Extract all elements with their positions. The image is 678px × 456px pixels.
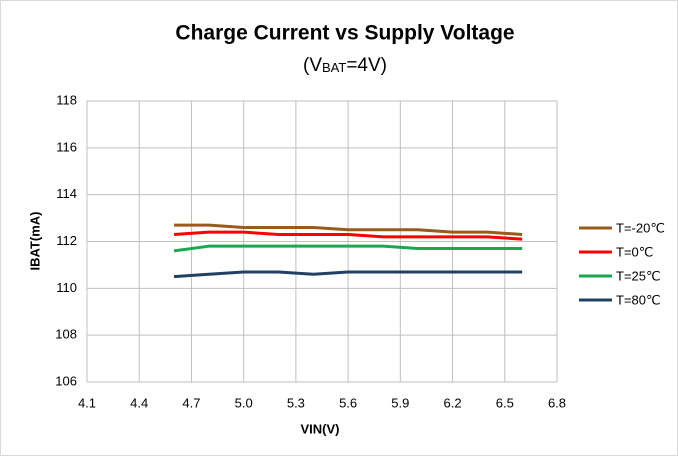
subtitle-part: (V bbox=[303, 55, 322, 76]
x-axis-label: VIN(V) bbox=[301, 421, 340, 436]
legend-label: T=25℃ bbox=[616, 268, 661, 283]
y-tick-label: 110 bbox=[56, 280, 77, 295]
series-line bbox=[173, 244, 523, 253]
x-tick-label: 5.9 bbox=[391, 395, 409, 410]
x-tick-label: 5.3 bbox=[287, 395, 305, 410]
subtitle-subscript: BAT bbox=[322, 60, 346, 75]
x-tick-label: 4.7 bbox=[182, 395, 200, 410]
y-tick-label: 114 bbox=[56, 186, 77, 201]
y-tick-label: 118 bbox=[56, 92, 77, 107]
y-tick-label: 108 bbox=[55, 327, 77, 342]
x-tick-label: 6.5 bbox=[496, 395, 514, 410]
y-tick-label: 106 bbox=[55, 373, 77, 388]
y-tick-label: 116 bbox=[56, 139, 77, 154]
x-tick-label: 5.0 bbox=[235, 395, 253, 410]
x-tick-label: 4.4 bbox=[130, 395, 148, 410]
series-line bbox=[173, 230, 523, 241]
x-tick-label: 4.1 bbox=[78, 395, 96, 410]
legend-label: T=0℃ bbox=[616, 244, 653, 259]
series-line bbox=[174, 223, 523, 236]
y-tick-label: 112 bbox=[56, 233, 77, 248]
x-tick-label: 6.2 bbox=[444, 395, 462, 410]
legend-label: T=80℃ bbox=[616, 292, 661, 307]
subtitle-part: =4V) bbox=[346, 55, 387, 76]
y-axis-label: IBAT(mA) bbox=[27, 212, 42, 271]
x-tick-label: 6.8 bbox=[548, 395, 566, 410]
chart-subtitle: (VBAT=4V) bbox=[303, 55, 387, 76]
chart-title: Charge Current vs Supply Voltage bbox=[175, 22, 514, 45]
x-tick-label: 5.6 bbox=[339, 395, 357, 410]
legend-label: T=-20℃ bbox=[616, 220, 665, 235]
series-line bbox=[173, 270, 523, 279]
